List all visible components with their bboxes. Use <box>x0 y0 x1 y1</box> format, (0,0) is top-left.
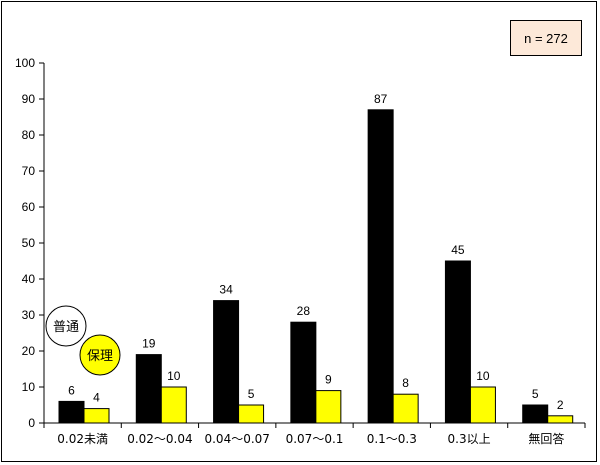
bar-normal <box>444 260 471 424</box>
data-label: 45 <box>451 243 465 257</box>
bar-normal <box>58 400 85 424</box>
bar-hori <box>160 386 187 424</box>
data-label: 10 <box>167 369 181 383</box>
x-tick-label: 0.02未満 <box>57 432 108 446</box>
data-label: 9 <box>325 373 332 387</box>
data-label: 8 <box>402 376 409 390</box>
y-tick-label: 40 <box>22 272 36 286</box>
sample-size-label: n = 272 <box>524 30 568 46</box>
x-tick-label: 0.1～0.3 <box>367 432 417 446</box>
x-tick-label: 0.04～0.07 <box>204 432 269 446</box>
data-labels: 6 19 34 28 87 45 5 4 10 5 9 8 10 2 <box>68 92 564 412</box>
sample-size-box: n = 272 <box>510 20 582 56</box>
bar-normal <box>367 109 394 424</box>
y-tick-label: 100 <box>15 56 35 70</box>
data-label: 28 <box>297 304 311 318</box>
y-tick-label: 0 <box>28 416 35 430</box>
data-label: 4 <box>93 391 100 405</box>
x-tick-label: 0.07～0.1 <box>286 432 344 446</box>
bar-hori <box>469 386 496 424</box>
legend: 普通 保理 <box>45 305 121 376</box>
x-tick-label: 0.3以上 <box>448 432 491 446</box>
bar-normal <box>290 321 317 424</box>
y-tick-label: 90 <box>22 92 36 106</box>
y-tick-label: 70 <box>22 164 36 178</box>
bar-hori <box>83 408 110 424</box>
bar-hori <box>392 393 419 424</box>
bar-normal <box>213 300 240 424</box>
data-label: 87 <box>374 92 388 106</box>
bar-hori <box>547 415 574 424</box>
data-label: 19 <box>142 337 156 351</box>
y-tick-label: 30 <box>22 308 36 322</box>
y-tick-label: 60 <box>22 200 36 214</box>
bar-hori <box>315 390 342 424</box>
x-axis: 0.02未満 0.02～0.04 0.04～0.07 0.07～0.1 0.1～0.3 0… <box>43 422 586 446</box>
legend-label-hori: 保理 <box>87 349 113 364</box>
bars <box>58 109 574 424</box>
y-tick-label: 50 <box>22 236 36 250</box>
legend-label-normal: 普通 <box>53 320 79 335</box>
bar-normal <box>135 354 162 424</box>
data-label: 10 <box>476 369 490 383</box>
legend-marker-hori <box>79 334 121 376</box>
data-label: 34 <box>219 283 233 297</box>
x-tick-label: 0.02～0.04 <box>127 432 192 446</box>
y-tick-label: 80 <box>22 128 36 142</box>
y-axis: 0 10 20 30 40 50 60 70 80 90 100 <box>15 56 45 430</box>
legend-marker-normal <box>45 305 87 347</box>
data-label: 2 <box>557 398 564 412</box>
y-tick-label: 10 <box>22 380 36 394</box>
bar-normal <box>522 404 549 424</box>
data-label: 6 <box>68 383 75 397</box>
bar-hori <box>238 404 265 424</box>
x-tick-label: 無回答 <box>528 431 564 446</box>
data-label: 5 <box>532 387 539 401</box>
data-label: 5 <box>248 387 255 401</box>
y-tick-label: 20 <box>22 344 36 358</box>
